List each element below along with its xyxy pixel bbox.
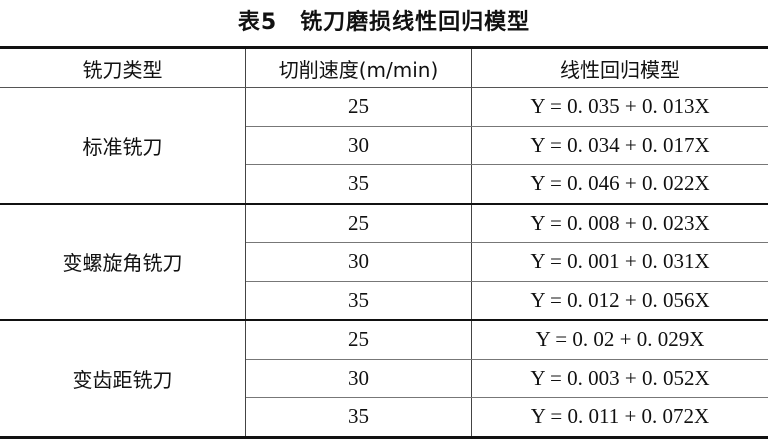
- model-cell: Y = 0. 012 + 0. 056X: [472, 281, 768, 320]
- speed-cell: 25: [246, 88, 472, 127]
- model-cell: Y = 0. 046 + 0. 022X: [472, 165, 768, 204]
- model-cell: Y = 0. 001 + 0. 031X: [472, 243, 768, 282]
- header-cutter-type: 铣刀类型: [0, 48, 246, 88]
- model-cell: Y = 0. 02 + 0. 029X: [472, 320, 768, 359]
- cutter-type-cell: 变螺旋角铣刀: [0, 204, 246, 321]
- model-cell: Y = 0. 003 + 0. 052X: [472, 359, 768, 398]
- model-cell: Y = 0. 034 + 0. 017X: [472, 126, 768, 165]
- speed-cell: 35: [246, 165, 472, 204]
- header-cutting-speed: 切削速度(m/min): [246, 48, 472, 88]
- cutter-type-cell: 变齿距铣刀: [0, 320, 246, 437]
- speed-cell: 35: [246, 281, 472, 320]
- speed-cell: 30: [246, 126, 472, 165]
- speed-cell: 35: [246, 398, 472, 438]
- speed-cell: 30: [246, 359, 472, 398]
- speed-cell: 30: [246, 243, 472, 282]
- table-title: 表5 铣刀磨损线性回归模型: [0, 4, 768, 36]
- model-cell: Y = 0. 011 + 0. 072X: [472, 398, 768, 438]
- header-model: 线性回归模型: [472, 48, 768, 88]
- header-row: 铣刀类型 切削速度(m/min) 线性回归模型: [0, 48, 768, 88]
- model-cell: Y = 0. 008 + 0. 023X: [472, 204, 768, 243]
- speed-cell: 25: [246, 204, 472, 243]
- cutter-type-cell: 标准铣刀: [0, 88, 246, 204]
- speed-cell: 25: [246, 320, 472, 359]
- model-cell: Y = 0. 035 + 0. 013X: [472, 88, 768, 127]
